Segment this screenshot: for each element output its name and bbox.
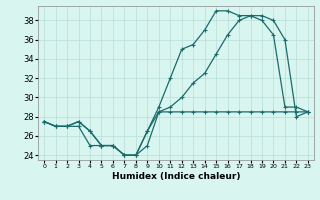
X-axis label: Humidex (Indice chaleur): Humidex (Indice chaleur) <box>112 172 240 181</box>
